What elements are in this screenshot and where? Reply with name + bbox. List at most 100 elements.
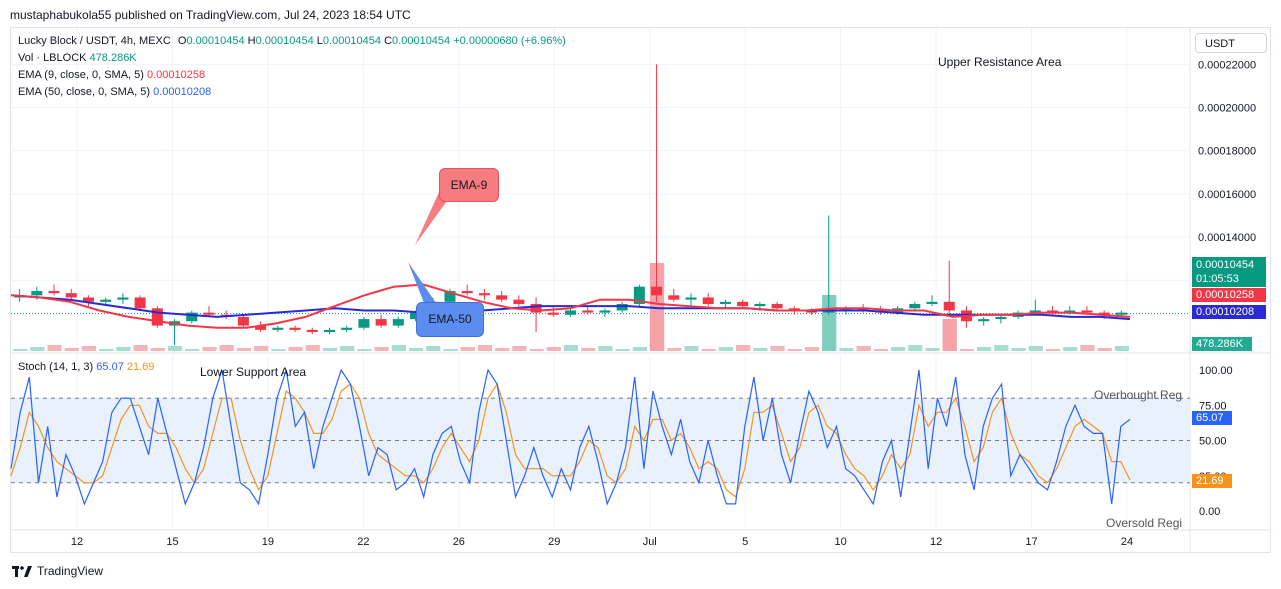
time-tick-label: 19: [262, 536, 274, 548]
candle-body: [341, 327, 353, 330]
ema50-label[interactable]: EMA (50, close, 0, SMA, 5): [18, 86, 151, 98]
volume-bar: [994, 345, 1009, 351]
volume-bar: [185, 349, 200, 351]
price-tick-label: 0.00014000: [1198, 232, 1256, 244]
vol-value: 478.286K: [89, 52, 137, 64]
volume-bar: [925, 348, 940, 351]
candle-body: [272, 327, 284, 330]
candle-body: [392, 319, 404, 326]
volume-bar: [357, 349, 372, 351]
candle-body: [117, 297, 129, 300]
stoch-d-value: 21.69: [126, 361, 155, 373]
publisher-line: mustaphabukola55 published on TradingVie…: [10, 8, 411, 22]
candle-body: [410, 312, 422, 320]
candle-body: [65, 293, 77, 298]
ema9-price-label: 0.00010258: [1192, 288, 1266, 302]
candle-body: [289, 327, 301, 330]
candle-body: [582, 310, 594, 313]
candle-body: [358, 319, 370, 328]
candle-body: [943, 301, 955, 311]
volume-bar: [443, 349, 458, 351]
volume-bar: [977, 347, 992, 351]
price-tick-label: 0.00016000: [1198, 189, 1256, 201]
symbol-legend: Lucky Block / USDT, 4h, MEXC O0.00010454…: [18, 35, 566, 47]
volume-bar: [736, 345, 751, 351]
volume-spike-bar: [649, 263, 665, 351]
volume-bar: [804, 347, 820, 351]
volume-bar: [322, 348, 338, 351]
last-price-label: 0.00010454 01:05:53: [1192, 257, 1266, 287]
candle-body: [1047, 310, 1059, 313]
volume-bar: [718, 347, 734, 351]
ema50-legend: EMA (50, close, 0, SMA, 5) 0.00010208: [18, 86, 211, 98]
candle-body: [616, 303, 628, 311]
stoch-k-label: 65.07: [1192, 411, 1232, 425]
candle-body: [685, 297, 697, 300]
volume-bar: [615, 349, 630, 351]
overbought-annotation: Overbought Reg: [1094, 388, 1183, 402]
candle-body: [151, 308, 163, 326]
candle-body: [840, 308, 852, 311]
time-tick-label: 5: [742, 536, 748, 548]
candle-body: [306, 329, 318, 333]
chart-frame: [10, 27, 1271, 553]
volume-bar: [150, 348, 165, 351]
volume-bar: [254, 346, 269, 351]
time-tick-label: 17: [1025, 536, 1037, 548]
candle-body: [444, 291, 456, 302]
stoch-tick-label: 100.00: [1199, 365, 1233, 377]
candle-body: [926, 301, 938, 304]
price-tick-label: 0.00020000: [1198, 103, 1256, 115]
ema9-label[interactable]: EMA (9, close, 0, SMA, 5): [18, 69, 144, 81]
stoch-k-value: 65.07: [96, 361, 124, 373]
vol-label[interactable]: Vol · LBLOCK: [18, 52, 87, 64]
last-price: 0.00010454: [1196, 259, 1255, 271]
candle-body: [995, 316, 1007, 320]
volume-bar: [13, 349, 28, 351]
candle-body: [599, 310, 611, 313]
time-tick-label: Jul: [643, 536, 657, 548]
volume-bar: [667, 348, 682, 351]
volume-bar: [202, 347, 217, 351]
volume-bar: [1063, 347, 1078, 351]
candle-body: [496, 295, 508, 300]
volume-bar: [1097, 348, 1112, 351]
ema9-tag-pointer: [415, 190, 452, 245]
tradingview-logo-icon: [12, 565, 32, 577]
stoch-tick-label: 50.00: [1199, 436, 1227, 448]
candle-body: [823, 310, 835, 313]
symbol-title[interactable]: Lucky Block / USDT, 4h, MEXC: [18, 35, 171, 47]
volume-price-label: 478.286K: [1192, 337, 1252, 351]
candle-body: [1115, 312, 1127, 315]
volume-bar: [288, 347, 303, 351]
volume-bar: [546, 347, 561, 351]
volume-bar: [271, 349, 286, 351]
candle-body: [771, 303, 783, 309]
volume-bar: [47, 345, 62, 351]
volume-bar: [219, 345, 234, 351]
tradingview-brand[interactable]: TradingView: [12, 564, 103, 578]
volume-bar: [374, 347, 389, 351]
volume-bar: [495, 348, 510, 351]
volume-bar: [632, 347, 647, 351]
volume-legend: Vol · LBLOCK 478.286K: [18, 52, 137, 64]
currency-button[interactable]: USDT: [1195, 33, 1267, 53]
volume-bar: [787, 349, 802, 351]
volume-bar: [598, 346, 613, 351]
volume-spike-bar: [942, 319, 957, 351]
volume-bar: [890, 347, 906, 351]
candle-body: [702, 297, 714, 304]
volume-bar: [305, 345, 320, 351]
high-value: 0.00010454: [255, 35, 314, 47]
price-tick-label: 0.00022000: [1198, 59, 1256, 71]
stoch-label[interactable]: Stoch (14, 1, 3): [18, 361, 94, 373]
upper-resistance-annotation: Upper Resistance Area: [938, 55, 1062, 69]
candle-body: [100, 299, 112, 302]
volume-bar: [30, 347, 45, 351]
volume-bar: [477, 345, 493, 351]
candle-body: [478, 293, 490, 296]
time-tick-label: 29: [548, 536, 560, 548]
ema9-value: 0.00010258: [147, 69, 206, 81]
volume-bar: [512, 346, 527, 351]
